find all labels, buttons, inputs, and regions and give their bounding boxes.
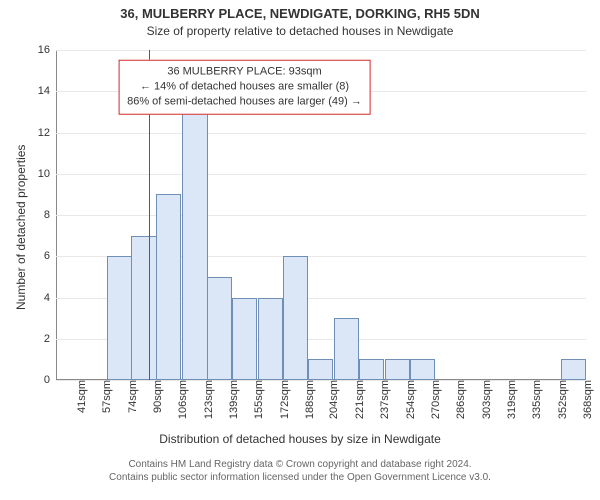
- annotation-line2: ← 14% of detached houses are smaller (8): [127, 80, 362, 95]
- xtick-label: 286sqm: [451, 380, 467, 419]
- xtick-label: 106sqm: [173, 380, 189, 419]
- histogram-bar: [308, 359, 333, 380]
- annotation-box: 36 MULBERRY PLACE: 93sqm← 14% of detache…: [118, 60, 371, 115]
- histogram-bar: [131, 236, 156, 380]
- histogram-bar: [207, 277, 232, 380]
- xtick-label: 352sqm: [553, 380, 569, 419]
- xtick-label: 172sqm: [275, 380, 291, 419]
- xtick-label: 303sqm: [477, 380, 493, 419]
- xtick-label: 368sqm: [578, 380, 594, 419]
- xtick-label: 90sqm: [148, 380, 164, 413]
- histogram-bar: [182, 112, 207, 380]
- ytick-label: 6: [44, 250, 56, 262]
- ytick-label: 0: [44, 374, 56, 386]
- ytick-label: 8: [44, 209, 56, 221]
- grid-line: [56, 174, 586, 175]
- histogram-bar: [283, 256, 308, 380]
- histogram-bar: [410, 359, 435, 380]
- annotation-line1: 36 MULBERRY PLACE: 93sqm: [127, 65, 362, 80]
- xtick-label: 188sqm: [300, 380, 316, 419]
- ytick-label: 12: [38, 127, 56, 139]
- xtick-label: 123sqm: [199, 380, 215, 419]
- credits-line1: Contains HM Land Registry data © Crown c…: [0, 458, 600, 471]
- chart-title-2: Size of property relative to detached ho…: [0, 24, 600, 38]
- histogram-bar: [334, 318, 359, 380]
- xtick-label: 74sqm: [123, 380, 139, 413]
- xtick-label: 270sqm: [426, 380, 442, 419]
- xtick-label: 221sqm: [350, 380, 366, 419]
- xtick-label: 254sqm: [401, 380, 417, 419]
- ytick-label: 16: [38, 44, 56, 56]
- histogram-bar: [232, 298, 257, 381]
- credits-line2: Contains public sector information licen…: [0, 471, 600, 484]
- ytick-label: 4: [44, 292, 56, 304]
- ytick-label: 2: [44, 333, 56, 345]
- annotation-line3: 86% of semi-detached houses are larger (…: [127, 95, 362, 110]
- grid-line: [56, 133, 586, 134]
- xtick-label: 335sqm: [527, 380, 543, 419]
- x-axis-label: Distribution of detached houses by size …: [0, 432, 600, 446]
- xtick-label: 155sqm: [249, 380, 265, 419]
- histogram-bar: [107, 256, 132, 380]
- grid-line: [56, 50, 586, 51]
- ytick-label: 10: [38, 168, 56, 180]
- histogram-bar: [258, 298, 283, 381]
- histogram-bar: [385, 359, 410, 380]
- histogram-bar: [359, 359, 384, 380]
- plot-area: 024681012141641sqm57sqm74sqm90sqm106sqm1…: [56, 50, 586, 380]
- chart-title-1: 36, MULBERRY PLACE, NEWDIGATE, DORKING, …: [0, 6, 600, 21]
- histogram-bar: [156, 194, 181, 380]
- histogram-bar: [561, 359, 586, 380]
- xtick-label: 41sqm: [72, 380, 88, 413]
- xtick-label: 204sqm: [324, 380, 340, 419]
- credits: Contains HM Land Registry data © Crown c…: [0, 458, 600, 484]
- ytick-label: 14: [38, 85, 56, 97]
- xtick-label: 319sqm: [502, 380, 518, 419]
- grid-line: [56, 215, 586, 216]
- xtick-label: 139sqm: [224, 380, 240, 419]
- xtick-label: 237sqm: [375, 380, 391, 419]
- xtick-label: 57sqm: [97, 380, 113, 413]
- y-axis-label: Number of detached properties: [14, 145, 28, 310]
